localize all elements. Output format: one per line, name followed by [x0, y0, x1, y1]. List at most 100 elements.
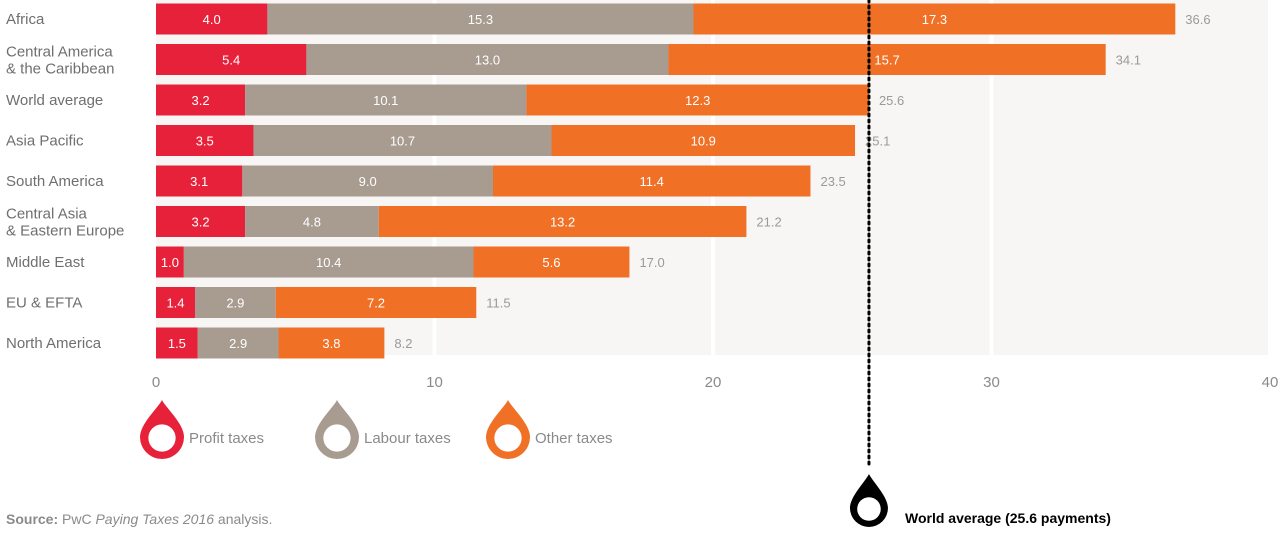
bar-segment-1-2 [668, 44, 1106, 75]
bar-segment-4-1 [242, 165, 493, 197]
bar-segment-0-0 [156, 3, 268, 35]
bar-segment-5-0 [156, 206, 246, 237]
total-label-3: 25.1 [865, 134, 890, 149]
data-label-7-0: 1.4 [166, 296, 184, 311]
data-label-0-0: 4.0 [203, 12, 221, 27]
category-label-8: North America [6, 335, 102, 352]
reference-line-label: World average (25.6 payments) [905, 510, 1111, 526]
bar-segment-5-2 [378, 206, 747, 237]
bar-segment-3-2 [551, 125, 856, 156]
category-label-line: Central America [6, 44, 113, 61]
legend-marker-icon-1-hole [323, 424, 351, 452]
bar-segment-7-0 [156, 287, 195, 318]
category-label-line: World average [6, 92, 103, 109]
legend-marker-icon-0-hole [148, 424, 176, 452]
data-label-6-2: 5.6 [542, 255, 560, 270]
data-label-2-2: 12.3 [685, 93, 710, 108]
total-label-8: 8.2 [394, 336, 412, 351]
data-label-0-2: 17.3 [922, 12, 947, 27]
bar-segment-6-1 [183, 246, 474, 278]
data-label-7-1: 2.9 [226, 296, 244, 311]
category-label-6: Middle East [6, 254, 85, 271]
category-label-7: EU & EFTA [6, 295, 82, 312]
total-label-5: 21.2 [756, 215, 781, 230]
category-label-line: & the Caribbean [6, 61, 114, 78]
bar-segment-3-0 [156, 125, 254, 156]
bar-segment-4-0 [156, 165, 243, 197]
x-tick-label-2: 20 [705, 374, 722, 391]
data-label-5-0: 3.2 [192, 215, 210, 230]
bar-segment-7-2 [275, 287, 477, 318]
data-label-4-2: 11.4 [640, 174, 664, 189]
data-label-3-0: 3.5 [196, 134, 214, 149]
source-text-after: analysis. [214, 511, 273, 527]
data-label-4-0: 3.1 [190, 174, 208, 189]
bar-segment-2-1 [245, 84, 527, 116]
bar-segment-6-0 [156, 246, 184, 278]
category-label-5: Central Asia & Eastern Europe [6, 206, 124, 240]
bar-segment-8-2 [278, 327, 385, 359]
bar-segment-6-2 [473, 246, 630, 278]
bar-segment-1-1 [306, 44, 669, 75]
x-tick-label-0: 0 [152, 374, 160, 391]
category-label-2: World average [6, 92, 103, 109]
bar-segment-8-1 [197, 327, 279, 359]
source-label: Source: [6, 511, 59, 527]
legend-marker-icon-2-hole [494, 424, 522, 452]
data-label-6-1: 10.4 [316, 255, 341, 270]
bar-segment-2-0 [156, 84, 246, 116]
legend-label-0: Profit taxes [189, 430, 264, 447]
bar-segment-1-0 [156, 44, 307, 75]
category-label-line: Middle East [6, 254, 85, 271]
total-label-0: 36.6 [1185, 12, 1210, 27]
total-label-4: 23.5 [820, 174, 845, 189]
x-tick-label-4: 40 [1262, 374, 1279, 391]
bar-segment-5-1 [245, 206, 379, 237]
x-tick-label-1: 10 [426, 374, 443, 391]
data-label-7-2: 7.2 [367, 296, 385, 311]
category-label-0: Africa [6, 11, 45, 28]
category-label-line: & Eastern Europe [6, 223, 124, 240]
bar-segment-0-2 [693, 3, 1176, 35]
data-label-5-2: 13.2 [550, 215, 575, 230]
data-label-5-1: 4.8 [303, 215, 321, 230]
bar-segment-2-2 [526, 84, 869, 116]
data-label-1-1: 13.0 [475, 53, 500, 68]
data-label-8-2: 3.8 [322, 336, 340, 351]
total-label-1: 34.1 [1116, 53, 1141, 68]
data-label-6-0: 1.0 [161, 255, 179, 270]
bar-segment-8-0 [156, 327, 198, 359]
data-label-3-1: 10.7 [390, 134, 415, 149]
category-label-3: Asia Pacific [6, 133, 84, 150]
bar-segment-4-2 [492, 165, 811, 197]
category-label-line: North America [6, 335, 102, 352]
data-label-2-0: 3.2 [192, 93, 210, 108]
data-label-4-1: 9.0 [359, 174, 377, 189]
data-label-1-2: 15.7 [874, 53, 899, 68]
data-label-2-1: 10.1 [373, 93, 398, 108]
total-label-6: 17.0 [639, 255, 664, 270]
source-title: Paying Taxes 2016 [95, 511, 215, 527]
data-label-8-0: 1.5 [168, 336, 186, 351]
category-label-line: South America [6, 173, 104, 190]
category-label-line: EU & EFTA [6, 295, 82, 312]
x-tick-label-3: 30 [983, 374, 1000, 391]
bar-segment-7-1 [194, 287, 276, 318]
total-label-7: 11.5 [486, 296, 510, 311]
data-label-3-2: 10.9 [691, 134, 716, 149]
category-label-4: South America [6, 173, 104, 190]
data-label-8-1: 2.9 [229, 336, 247, 351]
category-label-line: Central Asia [6, 206, 88, 223]
legend-label-2: Other taxes [535, 430, 613, 447]
source-text-before: PwC [58, 511, 96, 527]
world-average-marker-icon-hole [857, 497, 881, 521]
source-note: Source: PwC Paying Taxes 2016 analysis. [6, 511, 272, 527]
category-label-line: Africa [6, 11, 45, 28]
legend-label-1: Labour taxes [364, 430, 451, 447]
total-label-2: 25.6 [879, 93, 904, 108]
category-label-1: Central America & the Caribbean [6, 44, 114, 78]
bar-segment-0-1 [267, 3, 694, 35]
data-label-1-0: 5.4 [222, 53, 240, 68]
category-label-line: Asia Pacific [6, 133, 84, 150]
